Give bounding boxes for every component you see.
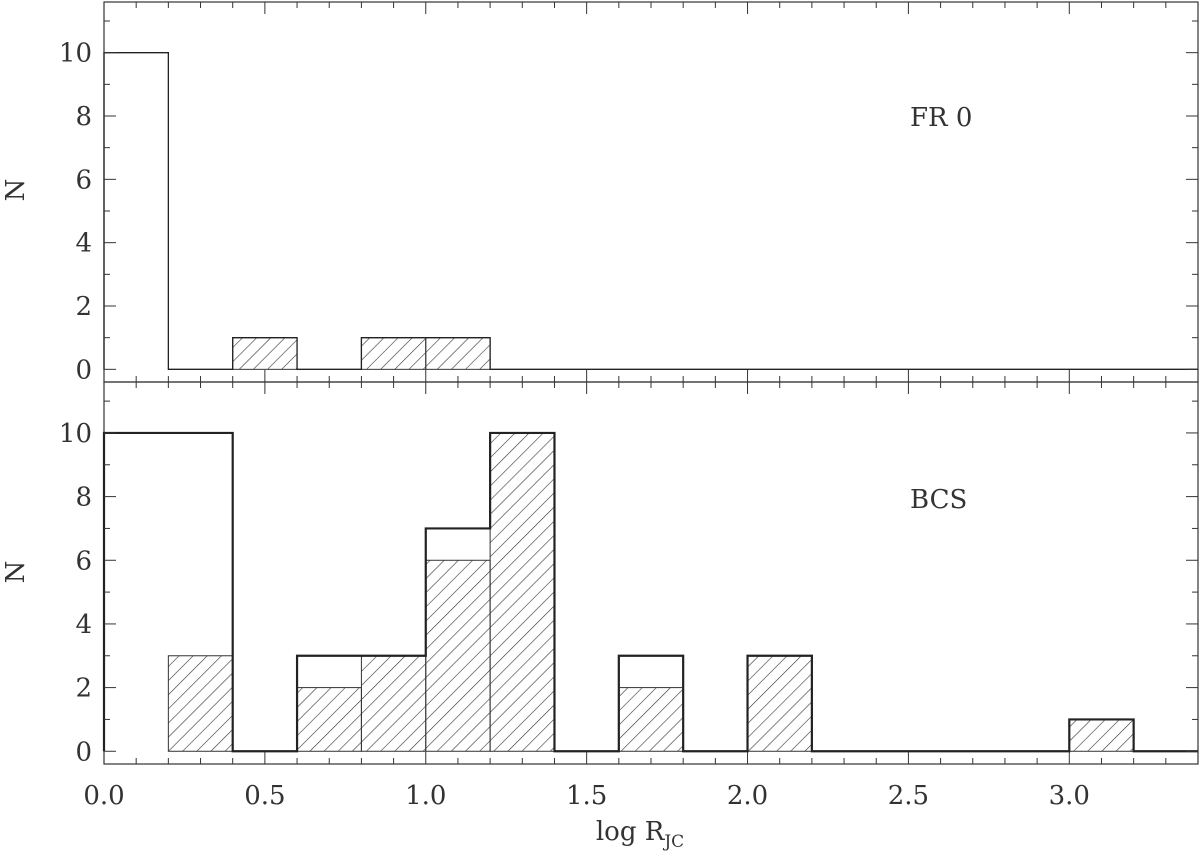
panel-top-annotation: FR 0 bbox=[910, 103, 972, 133]
xtick-label-3: 1.5 bbox=[566, 781, 607, 811]
ytick-label-bottom-2: 4 bbox=[75, 610, 92, 640]
ytick-label-bottom-1: 2 bbox=[75, 674, 92, 704]
ytick-label-top-2: 4 bbox=[75, 229, 92, 259]
ylabel-top: N bbox=[1, 179, 31, 202]
ytick-label-bottom-0: 0 bbox=[75, 737, 92, 767]
hatched-bar-bottom-1 bbox=[296, 687, 362, 752]
hatched-bar-top-0 bbox=[232, 337, 298, 370]
xtick-label-6: 3.0 bbox=[1049, 781, 1090, 811]
xtick-label-0: 0.0 bbox=[83, 781, 124, 811]
panel-bottom-annotation: BCS bbox=[910, 485, 967, 515]
panel-top: 0 2 4 6 8 10 bbox=[59, 1, 1199, 385]
ytick-label-top-5: 10 bbox=[59, 39, 92, 69]
xlabel-main: log R bbox=[596, 817, 666, 847]
ytick-label-top-1: 2 bbox=[75, 292, 92, 322]
xlabel: log RJC bbox=[596, 817, 684, 852]
outline-histogram-bottom bbox=[102, 431, 1198, 753]
xtick-label-1: 0.5 bbox=[244, 781, 285, 811]
xtick-label-5: 2.5 bbox=[888, 781, 929, 811]
ytick-label-bottom-4: 8 bbox=[75, 483, 92, 513]
outline-histogram-top bbox=[103, 52, 1198, 370]
ytick-label-top-4: 8 bbox=[75, 102, 92, 132]
hatched-bar-bottom-4 bbox=[489, 432, 555, 752]
hatched-bar-bottom-2 bbox=[360, 655, 427, 752]
plot-frame-top bbox=[103, 1, 1199, 383]
ytick-label-bottom-3: 6 bbox=[75, 546, 92, 576]
ytick-label-top-0: 0 bbox=[75, 355, 92, 385]
ytick-label-bottom-5: 10 bbox=[59, 419, 92, 449]
panel-bottom: 0 2 4 6 8 10 0.0 0.5 1.0 1.5 2.0 2.5 3.0 bbox=[59, 381, 1199, 811]
hatched-bar-bottom-6 bbox=[747, 655, 813, 752]
hatched-bar-bottom-5 bbox=[618, 687, 684, 752]
hatched-bar-bottom-3 bbox=[425, 559, 491, 752]
xlabel-subscript: JC bbox=[662, 832, 684, 852]
xtick-label-2: 1.0 bbox=[405, 781, 446, 811]
hatched-bar-bottom-0 bbox=[167, 655, 234, 752]
hatched-bar-top-2 bbox=[425, 337, 491, 370]
xtick-label-4: 2.0 bbox=[727, 781, 768, 811]
ytick-label-top-3: 6 bbox=[75, 165, 92, 195]
hatched-bar-top-1 bbox=[360, 337, 427, 370]
hatched-bar-bottom-7 bbox=[1068, 718, 1135, 752]
ylabel-bottom: N bbox=[1, 561, 31, 584]
